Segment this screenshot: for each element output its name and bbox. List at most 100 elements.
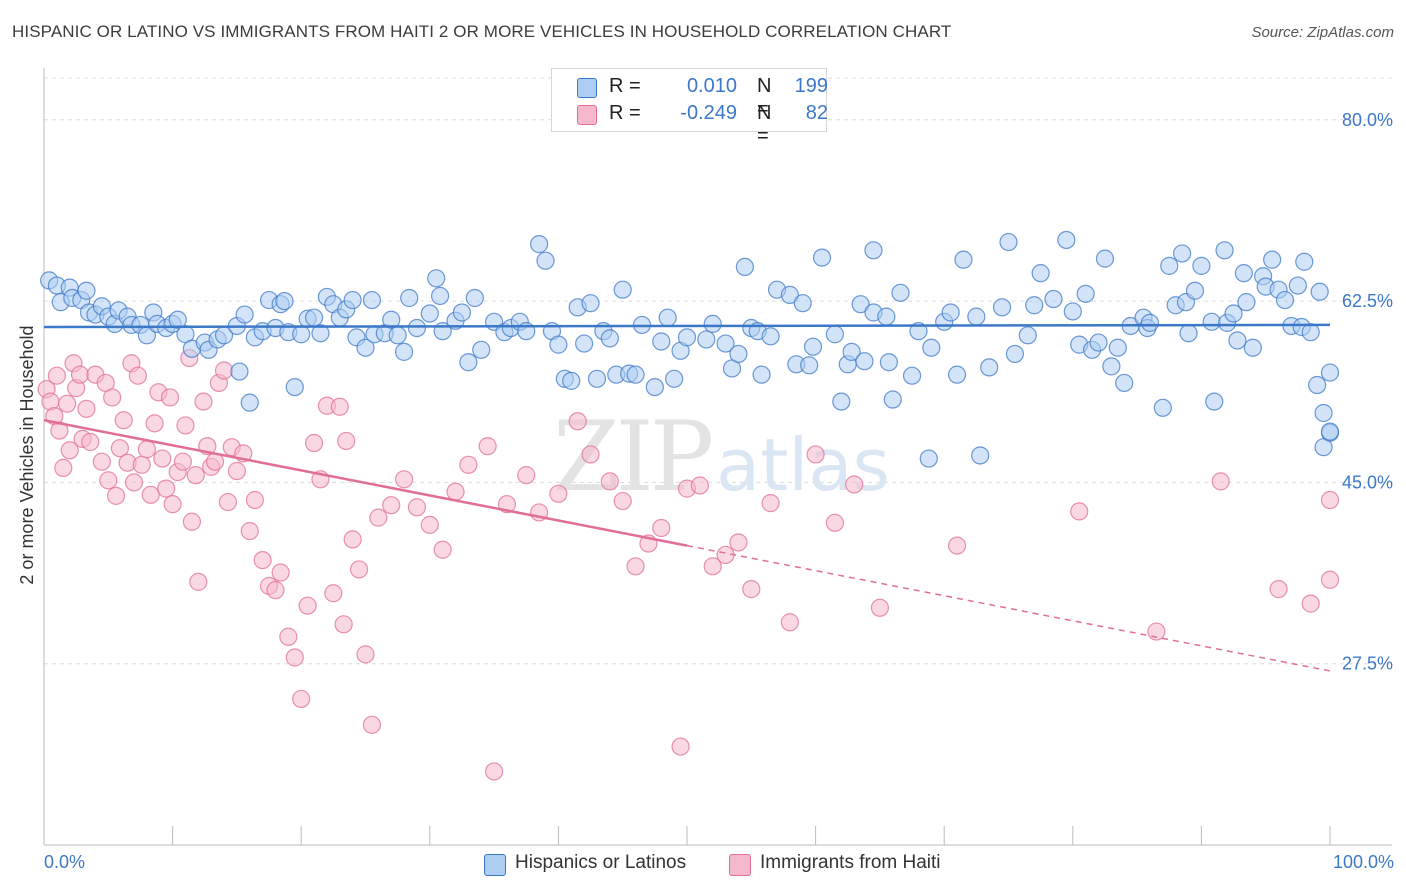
haiti-point (1320, 570, 1340, 589)
hispanic-point (922, 338, 941, 357)
hispanic-point (1205, 392, 1224, 411)
hispanic-point (1102, 357, 1121, 376)
haiti-point (99, 471, 118, 490)
haiti-point (298, 596, 317, 615)
chart-title: HISPANIC OR LATINO VS IMMIGRANTS FROM HA… (12, 22, 952, 41)
hispanic-point (600, 329, 619, 348)
hispanic-point (999, 232, 1018, 252)
hispanic-point (1076, 284, 1095, 303)
hispanic-point (1288, 276, 1307, 295)
trend-lines (43, 323, 1331, 672)
trend-line-hispanic (43, 323, 1331, 329)
hispanic-point (1237, 293, 1256, 312)
haiti-point (176, 416, 195, 435)
hispanic-point (235, 305, 254, 324)
haiti-point (825, 513, 844, 532)
haiti-point (433, 540, 452, 559)
hispanic-point (780, 285, 799, 304)
haiti-point (54, 458, 73, 477)
haiti-point (362, 715, 382, 734)
haiti-point (304, 433, 324, 453)
legend-n-value: 82 (805, 102, 828, 124)
hispanic-point (1215, 241, 1234, 260)
hispanic-point (587, 369, 607, 388)
hispanic-point (382, 310, 401, 329)
haiti-point (1211, 472, 1230, 491)
haiti-point (324, 584, 343, 603)
legend-n-label: N = (757, 75, 772, 120)
hispanic-point (716, 334, 735, 353)
haiti-point (240, 521, 259, 541)
haiti-point (285, 648, 304, 667)
hispanic-point (1160, 256, 1179, 275)
hispanic-point (581, 294, 600, 313)
haiti-point (729, 533, 748, 552)
hispanic-point (1263, 250, 1282, 269)
haiti-point (568, 412, 587, 431)
hispanic-point (803, 337, 823, 356)
series-legend: Hispanics or Latinos Immigrants from Hai… (0, 852, 1406, 878)
haiti-point (128, 366, 147, 385)
haiti-point (137, 440, 156, 459)
haiti-point (446, 482, 465, 501)
hispanic-point (645, 377, 664, 397)
haiti-point (81, 432, 100, 452)
hispanic-point (394, 342, 414, 361)
haiti-point (271, 563, 290, 582)
haiti-point (103, 388, 122, 407)
hispanic-point (1140, 313, 1160, 332)
haiti-point (160, 388, 180, 407)
haiti-point (478, 437, 497, 456)
hispanic-point (400, 288, 419, 308)
haiti-point (382, 496, 401, 515)
haiti-point (870, 598, 890, 617)
hispanic-point (883, 390, 902, 409)
haiti-point (153, 449, 172, 468)
hispanic-point (729, 344, 748, 364)
correlation-legend: R = 0.010 N = 199 R = -0.249 N = 82 (551, 68, 828, 147)
haiti-point (189, 572, 208, 591)
watermark-atlas: atlas (716, 423, 890, 507)
source-label: Source: ZipAtlas.com (1251, 24, 1394, 41)
hispanic-point (575, 334, 594, 353)
trend-line-haiti (43, 419, 688, 547)
haiti-point (369, 508, 388, 527)
y-tick-label: 62.5% (1342, 291, 1393, 311)
legend-n-label: N = (757, 102, 772, 147)
haiti-point (58, 394, 77, 413)
haiti-point (613, 491, 632, 511)
hispanic-point (168, 310, 187, 329)
hispanic-point (1185, 281, 1205, 300)
hispanic-point (1301, 323, 1320, 342)
hispanic-point (1202, 312, 1221, 331)
hispanic-point (1179, 324, 1198, 343)
hispanic-point (311, 324, 330, 343)
hispanic-point (77, 281, 96, 300)
haiti-point (947, 536, 967, 555)
hispanic-point (285, 377, 304, 397)
haiti-point (245, 490, 265, 510)
hispanic-point (891, 283, 910, 302)
legend-swatch-pink (577, 105, 597, 125)
haiti-point (349, 560, 369, 579)
hispanic-point (1192, 256, 1211, 275)
haiti-point (124, 473, 144, 492)
hispanic-point (362, 290, 382, 310)
hispanic-point (855, 352, 874, 371)
haiti-point (163, 495, 182, 514)
haiti-point (70, 365, 90, 384)
hispanic-point (275, 292, 294, 311)
hispanic-point (1295, 252, 1314, 271)
haiti-point (1320, 490, 1340, 510)
haiti-point (394, 470, 414, 489)
hispanic-point (665, 369, 684, 388)
legend-swatch-blue (484, 854, 506, 876)
hispanic-point (530, 235, 549, 254)
hispanic-point (1243, 338, 1262, 357)
x-tick-label-min: 0.0% (44, 852, 86, 872)
y-tick-labels: 27.5% 45.0% 62.5% 80.0% (1342, 110, 1393, 674)
haiti-point (194, 392, 213, 411)
hispanic-point (452, 303, 472, 322)
hispanic-point (941, 303, 960, 322)
hispanic-point (562, 371, 581, 390)
